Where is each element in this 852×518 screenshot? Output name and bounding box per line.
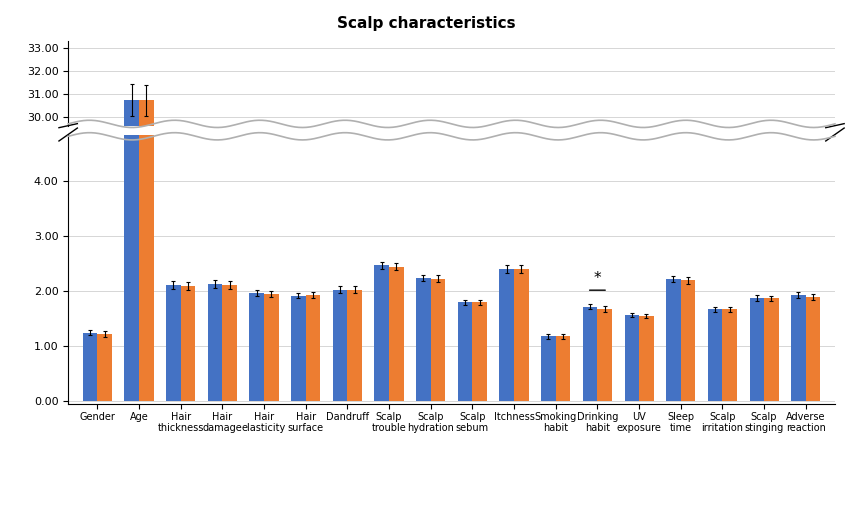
Bar bbox=[97, 334, 112, 401]
Bar bbox=[306, 295, 320, 401]
Bar bbox=[708, 309, 722, 401]
Bar bbox=[597, 309, 612, 401]
Bar bbox=[556, 336, 570, 401]
Bar bbox=[124, 0, 139, 401]
Bar bbox=[514, 269, 528, 401]
Bar bbox=[250, 293, 264, 401]
Text: *: * bbox=[594, 271, 602, 286]
Bar bbox=[291, 296, 306, 401]
Bar bbox=[124, 100, 139, 518]
Bar bbox=[416, 278, 431, 401]
Bar bbox=[625, 315, 639, 401]
Bar bbox=[750, 298, 764, 401]
Bar bbox=[431, 279, 446, 401]
Bar bbox=[166, 285, 181, 401]
Bar bbox=[139, 100, 153, 518]
Text: Scalp characteristics: Scalp characteristics bbox=[337, 16, 515, 31]
Bar bbox=[181, 286, 195, 401]
Bar bbox=[333, 290, 348, 401]
Bar bbox=[264, 294, 279, 401]
Bar bbox=[499, 269, 514, 401]
Bar bbox=[583, 307, 597, 401]
Bar bbox=[139, 0, 153, 401]
Bar bbox=[458, 303, 472, 401]
Bar bbox=[375, 265, 389, 401]
Bar bbox=[348, 290, 362, 401]
Bar bbox=[639, 316, 653, 401]
Bar bbox=[681, 280, 695, 401]
Bar bbox=[472, 303, 487, 401]
Bar bbox=[208, 284, 222, 401]
Bar bbox=[792, 295, 806, 401]
Bar bbox=[722, 309, 737, 401]
Bar bbox=[83, 333, 97, 401]
Bar bbox=[764, 298, 779, 401]
Bar bbox=[806, 297, 820, 401]
Bar bbox=[222, 285, 237, 401]
Bar bbox=[666, 279, 681, 401]
Bar bbox=[541, 336, 556, 401]
Bar bbox=[389, 267, 404, 401]
